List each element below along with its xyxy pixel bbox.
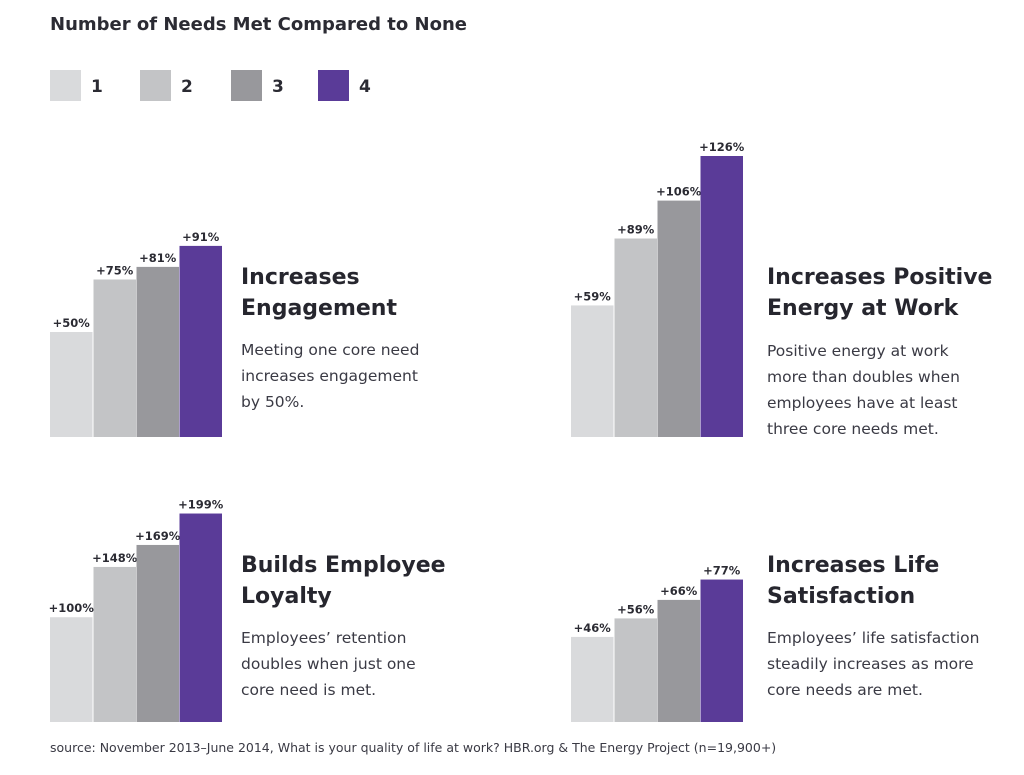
bar-3	[136, 266, 179, 437]
bar-label-3: +81%	[139, 251, 177, 265]
bar-label-4: +91%	[182, 230, 220, 244]
bar-4	[700, 579, 743, 722]
panel-heading-engagement: Increases Engagement	[241, 265, 397, 321]
bar-label-4: +199%	[178, 498, 224, 512]
bar-2	[614, 238, 657, 437]
bar-label-2: +56%	[617, 602, 655, 616]
legend-label-2: 2	[181, 77, 193, 97]
panel-description-employee-loyalty: Employees’ retention doubles when just o…	[241, 629, 416, 699]
bar-label-3: +66%	[660, 584, 698, 598]
bar-1	[571, 305, 614, 437]
bar-label-3: +106%	[656, 185, 702, 199]
legend-swatch-2	[140, 70, 171, 101]
bar-label-4: +77%	[703, 564, 741, 578]
bar-2	[93, 566, 136, 722]
legend-swatch-4	[318, 70, 349, 101]
bar-4	[179, 513, 222, 722]
source-note: source: November 2013–June 2014, What is…	[50, 740, 777, 755]
bar-2	[614, 618, 657, 722]
bar-label-1: +46%	[574, 621, 612, 635]
bar-3	[657, 599, 700, 722]
legend-label-4: 4	[359, 77, 371, 97]
bar-label-1: +100%	[49, 601, 95, 615]
bar-3	[657, 200, 700, 437]
bar-1	[50, 617, 93, 722]
bar-label-1: +50%	[53, 316, 91, 330]
chart-life-satisfaction: +46% +56% +66% +77%	[571, 564, 743, 722]
panel-heading-life-satisfaction: Increases Life Satisfaction	[767, 553, 940, 609]
bar-4	[179, 245, 222, 437]
legend-swatch-1	[50, 70, 81, 101]
chart-title: Number of Needs Met Compared to None	[50, 14, 467, 35]
bar-label-2: +75%	[96, 264, 134, 278]
panel-description-engagement: Meeting one core need increases engageme…	[241, 341, 420, 411]
panel-heading-employee-loyalty: Builds Employee Loyalty	[241, 553, 446, 609]
bar-1	[571, 636, 614, 722]
bar-label-2: +148%	[92, 551, 138, 565]
panel-description-positive-energy: Positive energy at work more than double…	[767, 342, 960, 438]
chart-positive-energy: +59% +89% +106% +126%	[571, 140, 745, 437]
bar-label-2: +89%	[617, 223, 655, 237]
chart-employee-loyalty: +100% +148% +169% +199%	[49, 498, 224, 722]
legend-label-3: 3	[272, 77, 284, 97]
panel-description-life-satisfaction: Employees’ life satisfaction steadily in…	[767, 629, 980, 699]
chart-engagement: +50% +75% +81% +91%	[50, 230, 222, 437]
legend-label-1: 1	[91, 77, 103, 97]
bar-label-3: +169%	[135, 529, 181, 543]
bar-2	[93, 279, 136, 437]
bar-3	[136, 544, 179, 722]
legend-swatch-3	[231, 70, 262, 101]
bar-label-1: +59%	[574, 289, 612, 303]
panel-heading-positive-energy: Increases Positive Energy at Work	[767, 265, 993, 321]
bar-1	[50, 332, 93, 437]
bar-4	[700, 156, 743, 437]
bar-label-4: +126%	[699, 140, 745, 154]
